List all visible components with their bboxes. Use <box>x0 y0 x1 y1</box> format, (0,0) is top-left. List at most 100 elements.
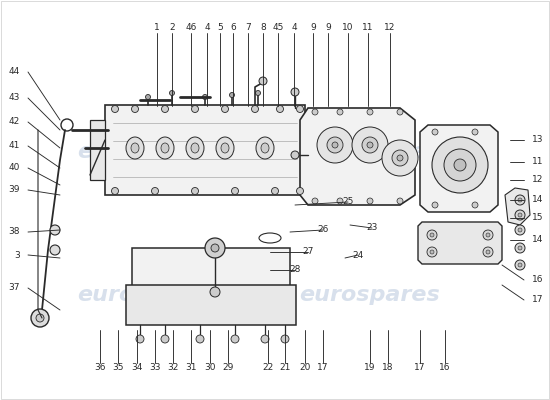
Circle shape <box>281 335 289 343</box>
Circle shape <box>112 188 118 194</box>
Polygon shape <box>505 188 530 225</box>
Circle shape <box>210 287 220 297</box>
Circle shape <box>291 88 299 96</box>
Circle shape <box>229 92 234 98</box>
Circle shape <box>392 150 408 166</box>
Text: 15: 15 <box>532 214 543 222</box>
Text: 36: 36 <box>94 364 106 372</box>
Text: eurospares: eurospares <box>300 142 441 162</box>
Text: 11: 11 <box>362 24 374 32</box>
Circle shape <box>296 106 304 112</box>
Circle shape <box>483 230 493 240</box>
Circle shape <box>296 188 304 194</box>
Circle shape <box>112 106 118 112</box>
Circle shape <box>432 129 438 135</box>
Circle shape <box>261 335 269 343</box>
Text: 12: 12 <box>384 24 395 32</box>
Ellipse shape <box>261 143 269 153</box>
Circle shape <box>146 94 151 100</box>
Text: 40: 40 <box>9 164 20 172</box>
Ellipse shape <box>161 143 169 153</box>
Circle shape <box>211 244 219 252</box>
Text: 35: 35 <box>112 364 124 372</box>
Circle shape <box>430 250 434 254</box>
Text: 6: 6 <box>230 24 236 32</box>
Text: 4: 4 <box>291 24 297 32</box>
Polygon shape <box>420 125 498 212</box>
Circle shape <box>518 246 522 250</box>
Text: 25: 25 <box>342 198 354 206</box>
Text: eurospares: eurospares <box>300 285 441 305</box>
Polygon shape <box>300 108 415 205</box>
Text: 19: 19 <box>364 364 376 372</box>
Text: 18: 18 <box>382 364 394 372</box>
Circle shape <box>202 94 207 100</box>
Text: eurospares: eurospares <box>78 285 218 305</box>
Circle shape <box>352 127 388 163</box>
Polygon shape <box>126 285 296 325</box>
Circle shape <box>430 233 434 237</box>
Text: 12: 12 <box>532 176 543 184</box>
Text: 43: 43 <box>9 94 20 102</box>
Circle shape <box>312 109 318 115</box>
Text: 32: 32 <box>167 364 179 372</box>
Text: 16: 16 <box>532 276 543 284</box>
Circle shape <box>432 137 488 193</box>
Circle shape <box>222 106 228 112</box>
Circle shape <box>472 202 478 208</box>
Circle shape <box>161 335 169 343</box>
Circle shape <box>486 250 490 254</box>
Circle shape <box>131 106 139 112</box>
Circle shape <box>256 90 261 96</box>
Circle shape <box>444 149 476 181</box>
Circle shape <box>518 213 522 217</box>
Text: 9: 9 <box>325 24 331 32</box>
Circle shape <box>518 263 522 267</box>
Circle shape <box>191 106 199 112</box>
Text: 27: 27 <box>302 248 313 256</box>
Text: 17: 17 <box>414 364 426 372</box>
Polygon shape <box>105 105 305 195</box>
Circle shape <box>432 202 438 208</box>
Circle shape <box>427 247 437 257</box>
Ellipse shape <box>131 143 139 153</box>
Circle shape <box>232 188 239 194</box>
Circle shape <box>337 198 343 204</box>
Circle shape <box>231 335 239 343</box>
Text: 14: 14 <box>532 196 543 204</box>
Text: 3: 3 <box>14 250 20 260</box>
Text: 9: 9 <box>310 24 316 32</box>
Text: 13: 13 <box>532 136 543 144</box>
Circle shape <box>362 137 378 153</box>
Ellipse shape <box>191 143 199 153</box>
Text: 44: 44 <box>9 68 20 76</box>
Polygon shape <box>418 222 502 264</box>
Text: 17: 17 <box>317 364 329 372</box>
Text: 14: 14 <box>532 236 543 244</box>
Circle shape <box>327 137 343 153</box>
Circle shape <box>31 309 49 327</box>
Circle shape <box>332 142 338 148</box>
Circle shape <box>50 225 60 235</box>
Text: 5: 5 <box>217 24 223 32</box>
Circle shape <box>317 127 353 163</box>
Text: 30: 30 <box>204 364 216 372</box>
Circle shape <box>397 198 403 204</box>
Circle shape <box>515 243 525 253</box>
Text: 33: 33 <box>149 364 161 372</box>
Circle shape <box>367 109 373 115</box>
Text: 10: 10 <box>342 24 354 32</box>
Text: 37: 37 <box>8 284 20 292</box>
Circle shape <box>367 198 373 204</box>
Circle shape <box>472 129 478 135</box>
Circle shape <box>136 335 144 343</box>
Circle shape <box>277 106 283 112</box>
Circle shape <box>272 188 278 194</box>
Circle shape <box>486 233 490 237</box>
Circle shape <box>337 109 343 115</box>
Text: 39: 39 <box>8 186 20 194</box>
Text: 24: 24 <box>353 250 364 260</box>
Circle shape <box>291 151 299 159</box>
Text: 26: 26 <box>317 226 329 234</box>
Polygon shape <box>90 120 105 180</box>
